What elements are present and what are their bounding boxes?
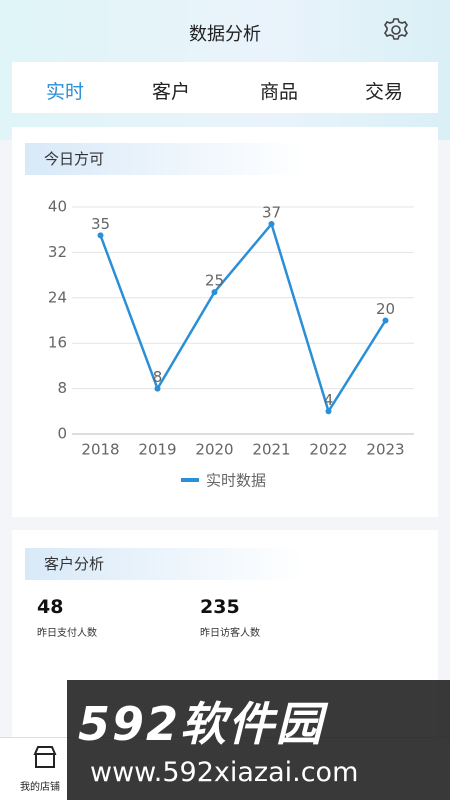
x-tick-label: 2018 xyxy=(81,441,119,459)
y-tick-label: 24 xyxy=(48,288,67,306)
series-line xyxy=(99,221,387,415)
stat-label: 昨日访客人数 xyxy=(200,628,260,639)
settings-icon[interactable] xyxy=(383,17,409,43)
x-tick-label: 2022 xyxy=(309,441,347,459)
data-label: 25 xyxy=(205,272,224,290)
x-tick-label: 2021 xyxy=(252,441,290,459)
nav-label[interactable]: 我的店铺 xyxy=(20,782,60,793)
data-label: 8 xyxy=(153,368,163,386)
stat-value: 48 xyxy=(37,596,64,618)
tab-bar xyxy=(12,62,438,113)
tab[interactable]: 商品 xyxy=(259,81,299,103)
header-title: 数据分析 xyxy=(189,24,261,45)
shop-icon[interactable] xyxy=(32,745,58,769)
tab[interactable]: 交易 xyxy=(364,81,404,103)
data-label: 37 xyxy=(262,204,281,222)
data-point xyxy=(97,232,104,239)
data-label: 35 xyxy=(91,215,110,233)
data-point xyxy=(154,385,161,392)
data-point xyxy=(382,317,389,324)
y-tick-label: 16 xyxy=(48,334,67,352)
watermark-url: www.592xiazai.com xyxy=(90,757,359,788)
tab[interactable]: 实时 xyxy=(45,81,85,103)
data-point xyxy=(268,221,275,228)
y-tick-label: 0 xyxy=(57,425,67,443)
x-tick-label: 2020 xyxy=(195,441,233,459)
y-tick-label: 8 xyxy=(57,379,67,397)
x-tick-label: 2023 xyxy=(366,441,404,459)
data-label: 20 xyxy=(376,300,395,318)
tab[interactable]: 客户 xyxy=(151,81,191,103)
data-point xyxy=(325,408,332,415)
chart-card xyxy=(12,127,438,517)
y-tick-label: 32 xyxy=(48,243,67,261)
x-tick-label: 2019 xyxy=(138,441,176,459)
stat-label: 昨日支付人数 xyxy=(37,628,97,639)
section-title: 客户分析 xyxy=(25,548,305,580)
data-label: 4 xyxy=(324,391,334,409)
section-title: 今日方可 xyxy=(25,143,305,175)
legend-swatch xyxy=(181,478,199,482)
y-tick-label: 40 xyxy=(48,198,67,216)
watermark-logo: 592软件园 xyxy=(78,697,325,751)
watermark xyxy=(67,680,450,800)
legend-label: 实时数据 xyxy=(206,472,266,490)
stat-value: 235 xyxy=(200,596,240,618)
chart: 0 8 16 24 32 40 2018 2019 2020 2021 2022 2023 35 8 25 3… xyxy=(48,198,414,490)
data-point xyxy=(211,289,218,296)
